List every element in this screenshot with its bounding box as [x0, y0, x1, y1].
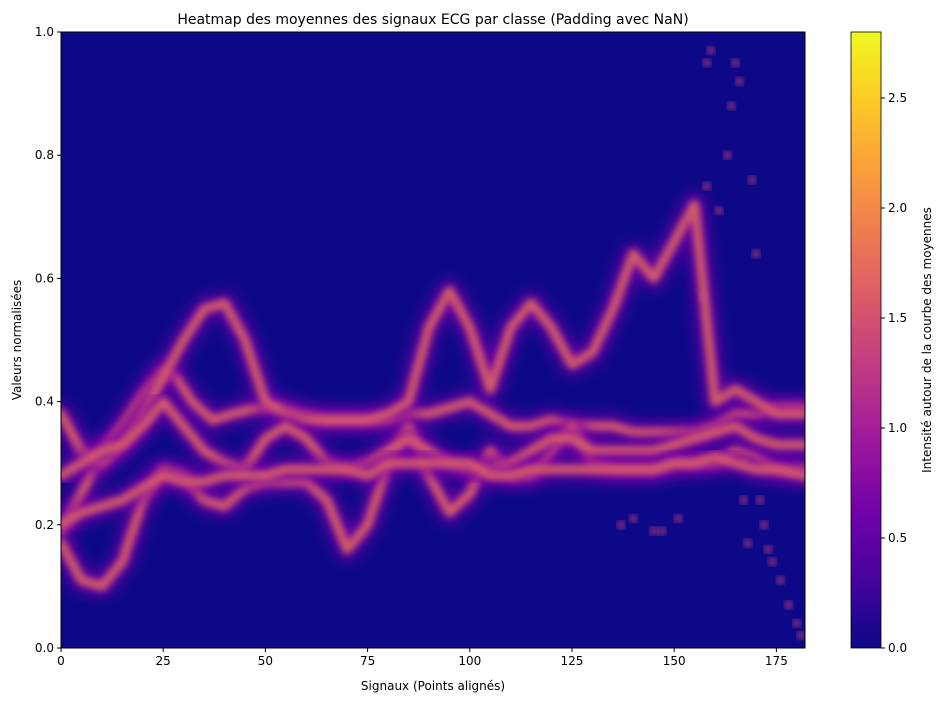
- heat-point-16: [743, 539, 752, 548]
- heat-point-0: [617, 520, 626, 529]
- heat-point-14: [739, 459, 748, 468]
- heat-point-18: [751, 249, 760, 258]
- x-tick-label-0: 0: [57, 654, 65, 668]
- y-axis-label: Valeurs normalisées: [10, 280, 24, 401]
- x-tick-label-2: 50: [258, 654, 273, 668]
- x-tick-label-7: 175: [765, 654, 788, 668]
- heat-point-24: [784, 600, 793, 609]
- heat-point-25: [792, 619, 801, 628]
- heat-point-3: [657, 526, 666, 535]
- heat-point-23: [776, 576, 785, 585]
- heat-point-7: [702, 58, 711, 67]
- x-tick-label-4: 100: [458, 654, 481, 668]
- heat-trace-3: [61, 390, 805, 487]
- x-tick-label-3: 75: [360, 654, 375, 668]
- y-tick-label-5: 1.0: [35, 25, 54, 39]
- heat-point-1: [629, 514, 638, 523]
- x-tick-label-6: 150: [663, 654, 686, 668]
- y-tick-label-2: 0.4: [35, 395, 54, 409]
- heat-point-15: [739, 496, 748, 505]
- colorbar-tick-label-5: 2.5: [888, 91, 907, 105]
- heat-point-13: [735, 77, 744, 86]
- heat-point-8: [706, 46, 715, 55]
- x-tick-label-5: 125: [561, 654, 584, 668]
- colorbar-tick-label-0: 0.0: [888, 641, 907, 655]
- colorbar-tick-label-3: 1.5: [888, 311, 907, 325]
- heat-point-17: [747, 175, 756, 184]
- x-axis-label: Signaux (Points alignés): [361, 679, 505, 693]
- heat-point-12: [731, 58, 740, 67]
- heat-point-20: [760, 520, 769, 529]
- plot-frame: [60, 31, 806, 649]
- colorbar-tick-label-2: 1.0: [888, 421, 907, 435]
- heat-point-9: [715, 206, 724, 215]
- colorbar-label: Intensité autour de la courbe des moyenn…: [920, 207, 934, 473]
- heat-point-21: [764, 545, 773, 554]
- x-axis-ticks: 0 25 50 75 100 125 150 175: [57, 648, 788, 668]
- heat-point-6: [702, 182, 711, 190]
- colorbar-ticks: 0.0 0.5 1.0 1.5 2.0 2.5: [881, 91, 907, 655]
- heat-point-19: [756, 496, 765, 505]
- y-axis-ticks: 0.0 0.2 0.4 0.6 0.8 1.0: [35, 25, 61, 655]
- x-tick-label-1: 25: [156, 654, 171, 668]
- colorbar-tick-label-4: 2.0: [888, 201, 907, 215]
- y-tick-label-4: 0.8: [35, 148, 54, 162]
- heat-trace-4: [61, 446, 805, 536]
- heat-point-26: [796, 631, 805, 640]
- colorbar-tick-label-1: 0.5: [888, 531, 907, 545]
- y-tick-label-1: 0.2: [35, 518, 54, 532]
- y-tick-label-3: 0.6: [35, 271, 54, 285]
- heat-point-22: [768, 557, 777, 566]
- heat-point-10: [723, 151, 732, 160]
- heat-point-5: [698, 292, 707, 301]
- heat-point-2: [649, 526, 658, 535]
- heat-point-11: [727, 101, 736, 110]
- heat-point-4: [674, 514, 683, 523]
- y-tick-label-0: 0.0: [35, 641, 54, 655]
- heat-trace-1: [61, 193, 805, 475]
- heatmap-traces: [61, 46, 805, 640]
- chart-title: Heatmap des moyennes des signaux ECG par…: [177, 12, 688, 28]
- colorbar: [850, 31, 882, 649]
